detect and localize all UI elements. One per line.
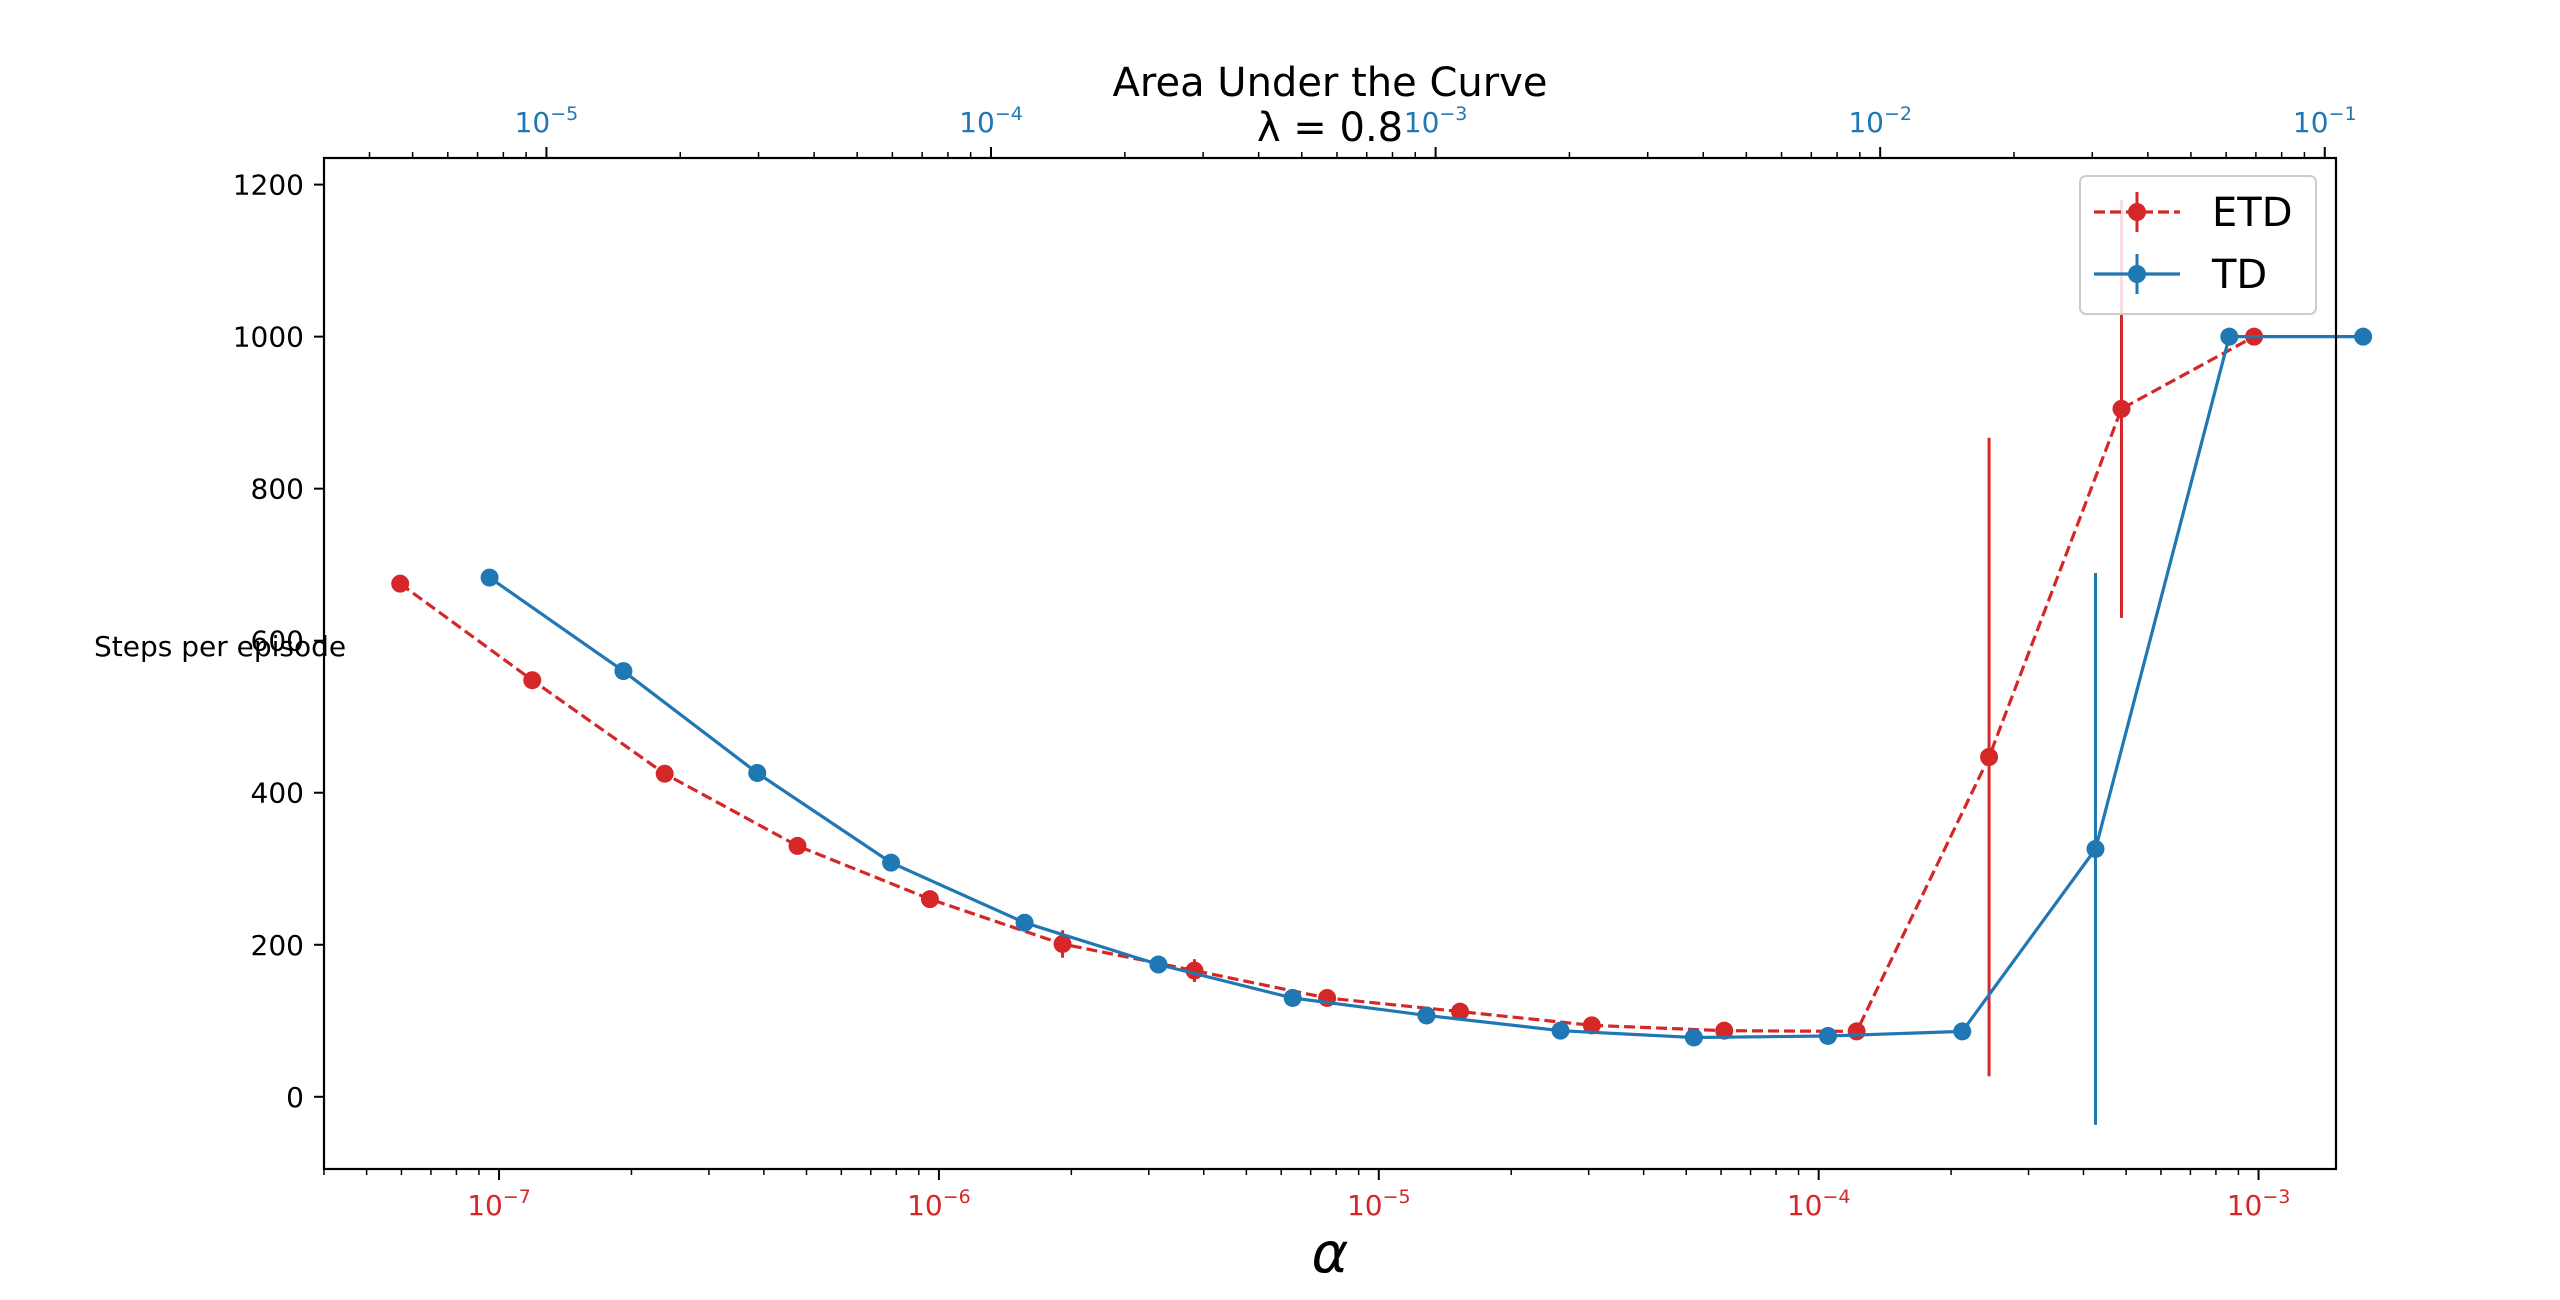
etd-point	[1451, 1002, 1470, 1021]
td-point	[2220, 327, 2239, 346]
y-tick-label: 1000	[233, 321, 304, 354]
td-point	[614, 662, 633, 681]
bottom-x-tick-label: 10−5	[1347, 1186, 1411, 1222]
td-point	[1953, 1022, 1972, 1041]
td-point	[1684, 1028, 1703, 1047]
legend-td-label: TD	[2211, 252, 2267, 298]
etd-point	[391, 574, 410, 593]
legend: ETD TD	[2079, 175, 2317, 315]
legend-td-marker	[2128, 265, 2146, 283]
etd-point	[920, 890, 939, 909]
y-tick-label: 800	[251, 473, 304, 506]
etd-point	[1847, 1022, 1866, 1041]
y-axis-label: Steps per episode	[94, 630, 346, 663]
etd-point	[788, 836, 807, 855]
etd-point	[2112, 399, 2131, 418]
bottom-x-tick-label: 10−4	[1787, 1186, 1851, 1222]
top-x-tick-label: 10−5	[515, 103, 579, 139]
td-point	[748, 763, 767, 782]
etd-point	[1582, 1016, 1601, 1035]
y-tick-label: 200	[251, 929, 304, 962]
td-point	[1149, 955, 1168, 974]
td-point	[1551, 1021, 1570, 1040]
chart-subtitle: λ = 0.8	[1257, 105, 1403, 151]
td-point	[1818, 1026, 1837, 1045]
td-point	[882, 853, 901, 872]
etd-point	[655, 764, 674, 783]
bottom-x-tick-label: 10−7	[467, 1186, 531, 1222]
td-point	[480, 568, 499, 587]
y-tick-label: 400	[251, 777, 304, 810]
etd-point	[1715, 1021, 1734, 1040]
top-x-tick-label: 10−1	[2293, 103, 2357, 139]
td-point	[2354, 327, 2373, 346]
etd-point	[1980, 747, 1999, 766]
top-x-tick-label: 10−3	[1404, 103, 1468, 139]
td-point	[1417, 1006, 1436, 1025]
td-point	[1015, 913, 1034, 932]
etd-point	[1053, 934, 1072, 953]
etd-point	[523, 671, 542, 690]
y-tick-label: 0	[286, 1081, 304, 1114]
series-td	[480, 327, 2373, 1125]
td-point	[2086, 839, 2105, 858]
bottom-x-tick-label: 10−6	[907, 1186, 971, 1222]
y-tick-label: 600	[251, 625, 304, 658]
series-etd	[391, 199, 2264, 1077]
td-point	[1283, 988, 1302, 1007]
top-x-tick-label: 10−4	[959, 103, 1023, 139]
chart-title: Area Under the Curve	[1113, 60, 1548, 106]
top-x-tick-label: 10−2	[1848, 103, 1912, 139]
legend-etd-label: ETD	[2212, 190, 2293, 236]
plot-area-frame	[322, 156, 2338, 1171]
x-axis-label: α	[1312, 1221, 1349, 1286]
legend-etd-marker	[2128, 203, 2146, 221]
y-tick-label: 1200	[233, 169, 304, 202]
bottom-x-tick-label: 10−3	[2227, 1186, 2291, 1222]
